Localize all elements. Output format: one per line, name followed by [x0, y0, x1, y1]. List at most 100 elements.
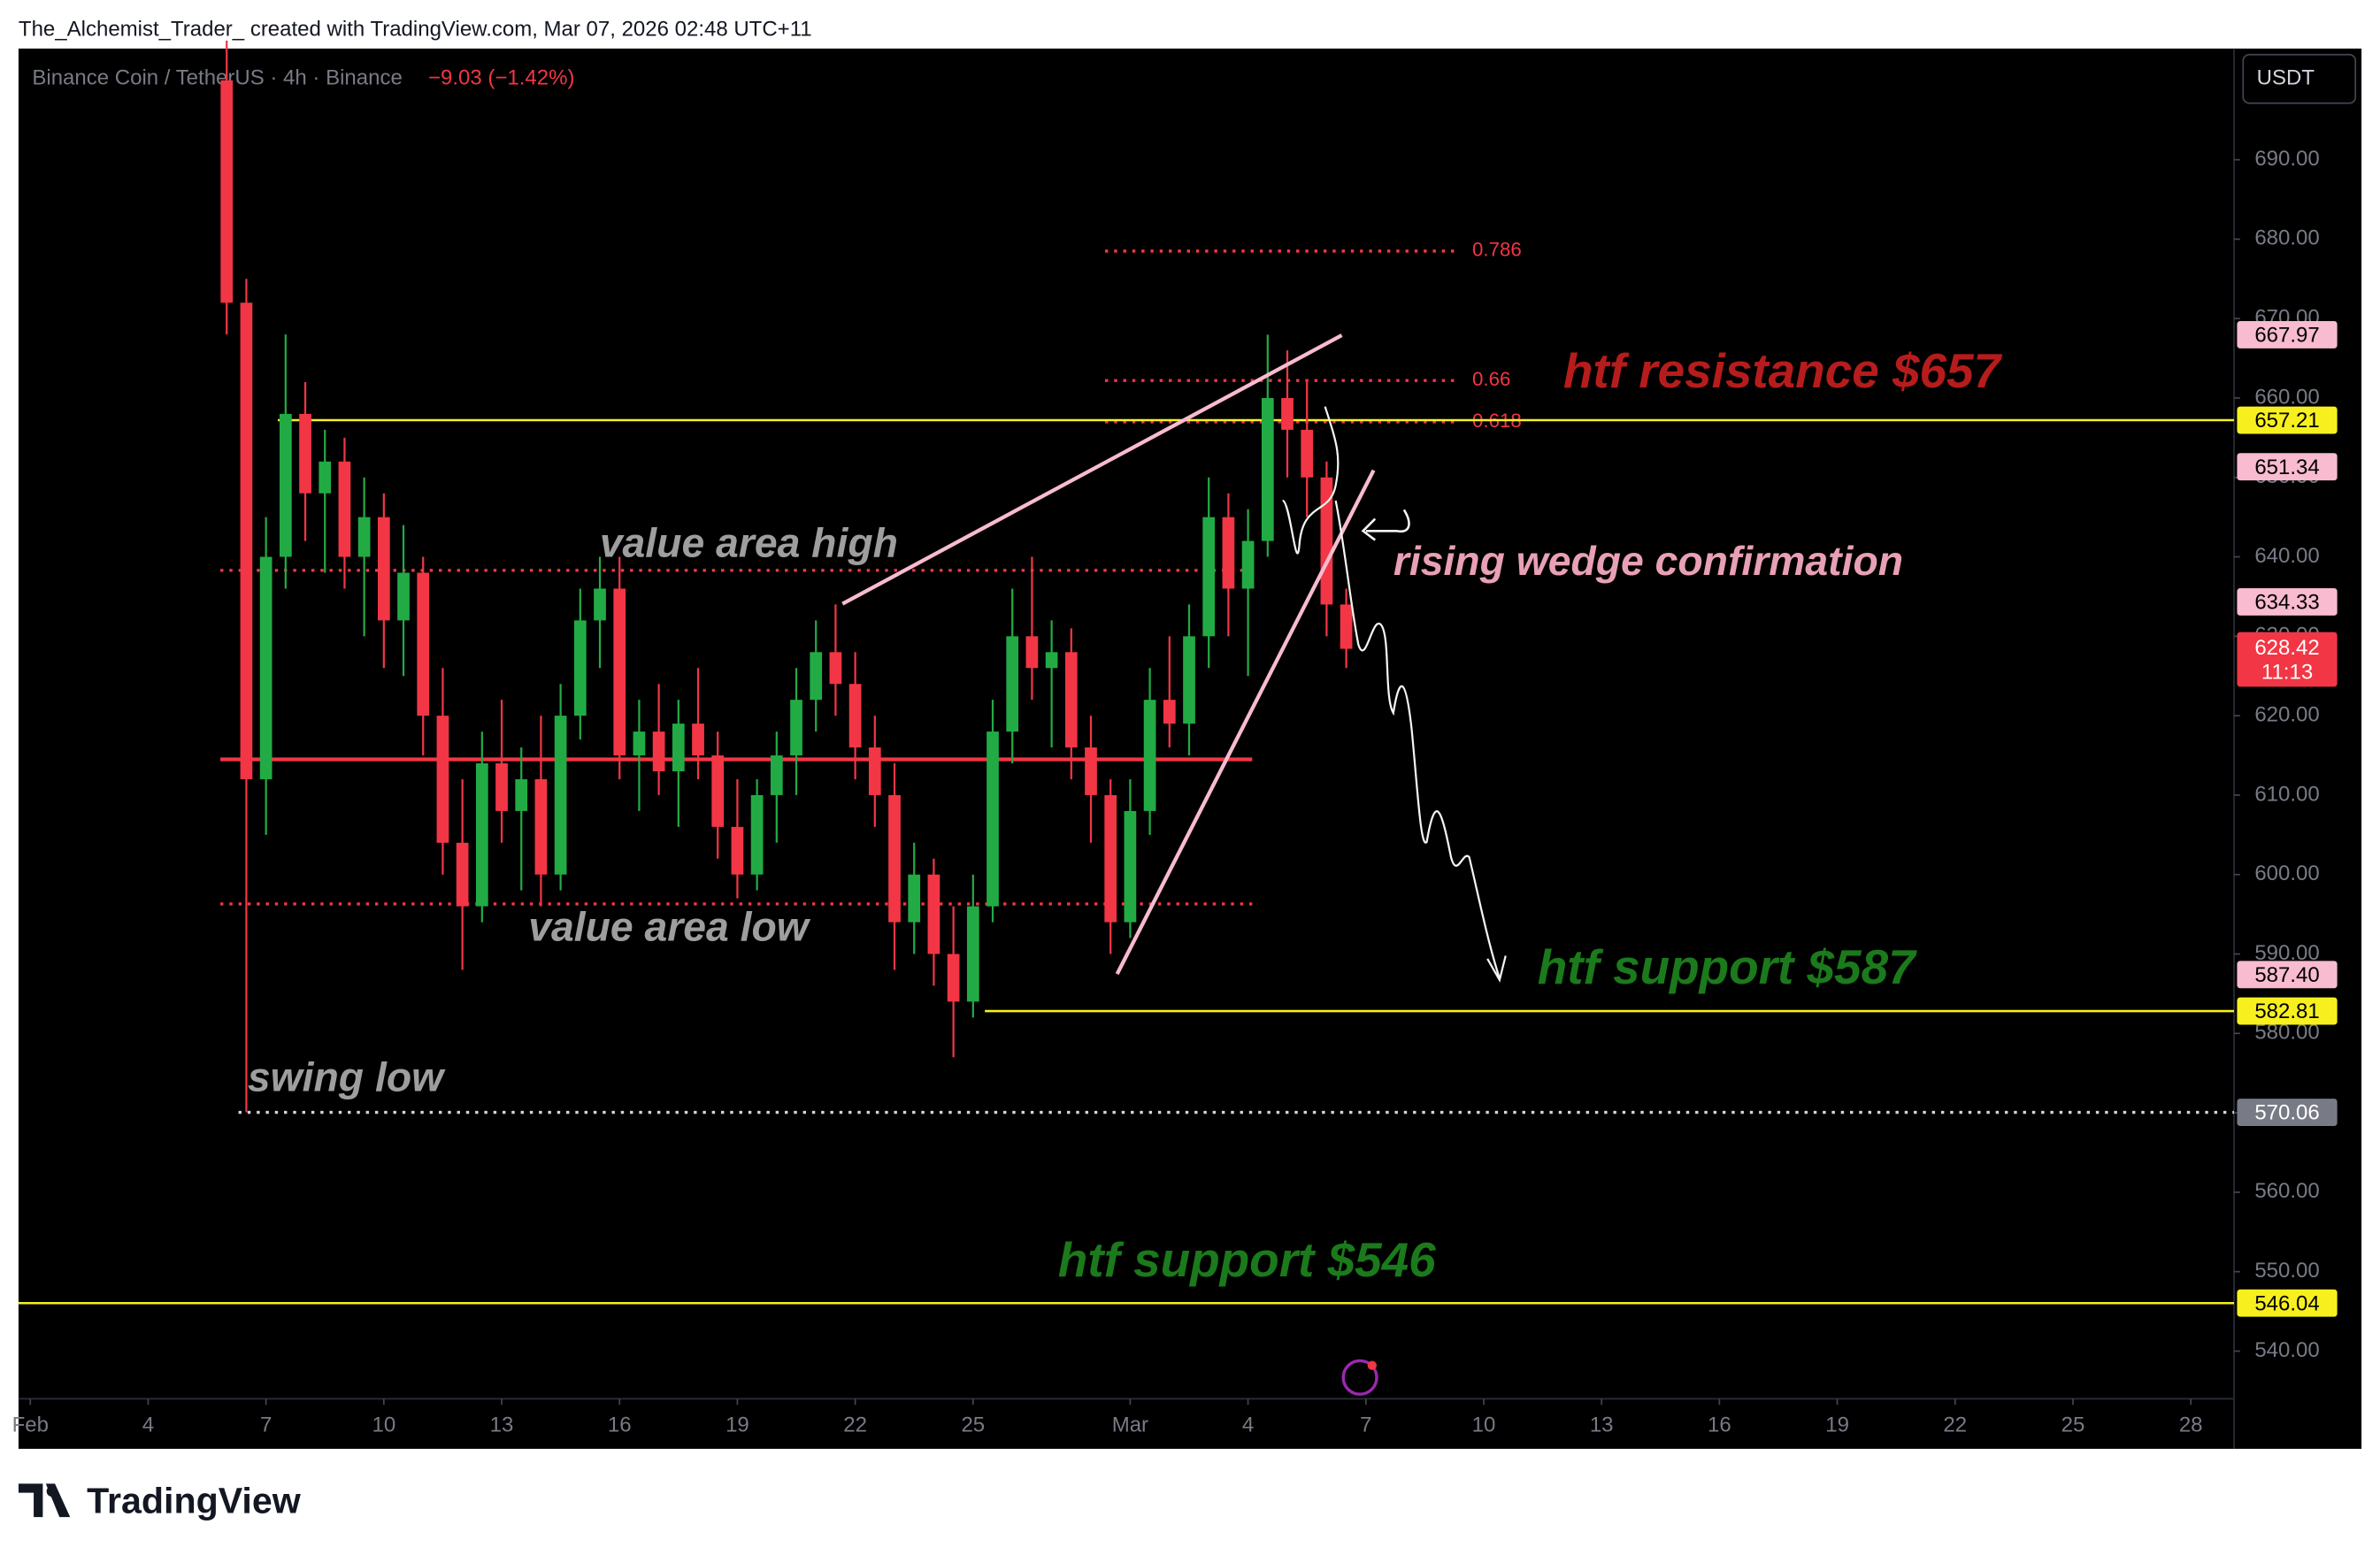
- candle-body: [1241, 540, 1255, 589]
- x-tick-label: 7: [1360, 1413, 1371, 1437]
- x-tick-label: 13: [490, 1413, 514, 1437]
- candle-body: [1301, 429, 1314, 478]
- candle-body: [829, 652, 842, 685]
- candle-body: [397, 572, 410, 621]
- candle-body: [573, 620, 587, 716]
- curved-arrow: [1361, 509, 1410, 541]
- candle-body: [1104, 794, 1117, 923]
- candle-body: [1064, 652, 1078, 748]
- candle-body: [594, 588, 606, 621]
- candle-body: [987, 732, 999, 907]
- y-tick-label: 620.00: [2254, 702, 2319, 726]
- wedge-lower: [1115, 469, 1376, 976]
- x-tick-label: 22: [843, 1413, 867, 1437]
- candle-body: [1202, 517, 1216, 637]
- candle-body: [731, 826, 744, 875]
- price-tag: [2237, 453, 2338, 481]
- candle-body: [790, 700, 802, 756]
- x-tick-label: 28: [2179, 1413, 2203, 1437]
- x-tick-label: 25: [961, 1413, 985, 1437]
- candle-body: [1222, 517, 1235, 589]
- annotation: htf support $546: [1058, 1232, 1436, 1287]
- candle-body: [810, 652, 823, 701]
- y-tick-label: 590.00: [2254, 941, 2319, 965]
- candle-body: [1261, 397, 1274, 541]
- x-tick-label: 25: [2061, 1413, 2085, 1437]
- annotation: htf support $587: [1538, 939, 1917, 994]
- candle-body: [1281, 397, 1294, 430]
- candle-body: [770, 755, 783, 795]
- fib-label: 0.786: [1472, 239, 1522, 261]
- candle-body: [613, 588, 626, 756]
- y-tick-label: 640.00: [2254, 544, 2319, 568]
- candle-body: [357, 517, 371, 557]
- annotation: value area low: [528, 904, 811, 950]
- x-tick-label: 19: [726, 1413, 749, 1437]
- x-tick-label: 10: [372, 1413, 395, 1437]
- price-tag-label: 651.34: [2254, 456, 2319, 479]
- candle-body: [220, 80, 234, 303]
- candle-body: [299, 413, 311, 494]
- price-change: −9.03 (−1.42%): [428, 66, 574, 90]
- candle-body: [279, 413, 292, 557]
- annotation: swing low: [248, 1053, 446, 1099]
- candle-body: [515, 778, 528, 811]
- candle-body: [1143, 700, 1156, 811]
- y-tick-label: 540.00: [2254, 1338, 2319, 1362]
- y-tick-label: 690.00: [2254, 147, 2319, 171]
- candle-body: [672, 724, 685, 771]
- price-tag-label: 634.33: [2254, 591, 2319, 615]
- countdown-label: 11:13: [2261, 660, 2313, 684]
- candle-body: [692, 724, 704, 756]
- price-tag: [2237, 997, 2338, 1025]
- x-tick-label: 10: [1472, 1413, 1496, 1437]
- candle-body: [1163, 700, 1176, 724]
- candle-body: [888, 794, 901, 923]
- price-tag-label: 587.40: [2254, 963, 2319, 987]
- brand: TradingView: [87, 1481, 302, 1521]
- price-tag-label: 667.97: [2254, 323, 2319, 347]
- x-tick-label: 19: [1825, 1413, 1849, 1437]
- price-tag-label: 570.06: [2254, 1101, 2319, 1125]
- price-tag: [2237, 588, 2338, 616]
- annotation: rising wedge confirmation: [1393, 538, 1903, 584]
- price-tag-label: 582.81: [2254, 1000, 2319, 1023]
- candle-body: [966, 906, 979, 1002]
- x-tick-label: 7: [260, 1413, 272, 1437]
- price-tag: [2237, 320, 2338, 349]
- x-tick-label: 13: [1590, 1413, 1614, 1437]
- candle-body: [848, 684, 862, 748]
- y-tick-label: 600.00: [2254, 862, 2319, 885]
- candle-body: [652, 732, 665, 771]
- candle-body: [1025, 636, 1039, 669]
- candle-body: [417, 572, 430, 716]
- candle-body: [633, 732, 646, 756]
- x-tick-label: 4: [142, 1413, 154, 1437]
- price-tag: [2237, 406, 2338, 434]
- candle-body: [1085, 747, 1097, 795]
- alert-icon[interactable]: [1341, 1359, 1378, 1396]
- last-price-label: 628.42: [2254, 636, 2319, 660]
- annotation: value area high: [600, 520, 898, 566]
- credit: The_Alchemist_Trader_ created with Tradi…: [19, 18, 812, 42]
- y-tick-label: 610.00: [2254, 782, 2319, 806]
- x-tick-label: 16: [608, 1413, 632, 1437]
- currency-label[interactable]: USDT: [2257, 66, 2315, 90]
- candle-body: [495, 763, 508, 811]
- x-tick-label: Feb: [12, 1413, 49, 1437]
- projection-arrow: [1486, 955, 1507, 983]
- candle-body: [908, 874, 921, 923]
- x-tick-label: 16: [1708, 1413, 1731, 1437]
- candle-body: [711, 755, 725, 827]
- candle-body: [338, 461, 351, 557]
- candle-body: [868, 747, 881, 795]
- candle-body: [534, 778, 548, 875]
- last-price-tag: [2237, 632, 2338, 687]
- symbol: Binance Coin / TetherUS · 4h · Binance: [32, 66, 402, 90]
- projection-path: [1281, 406, 1501, 979]
- currency-button[interactable]: [2242, 53, 2357, 104]
- wedge-upper: [841, 333, 1343, 606]
- candle-body: [1183, 636, 1195, 724]
- y-tick-label: 680.00: [2254, 226, 2319, 250]
